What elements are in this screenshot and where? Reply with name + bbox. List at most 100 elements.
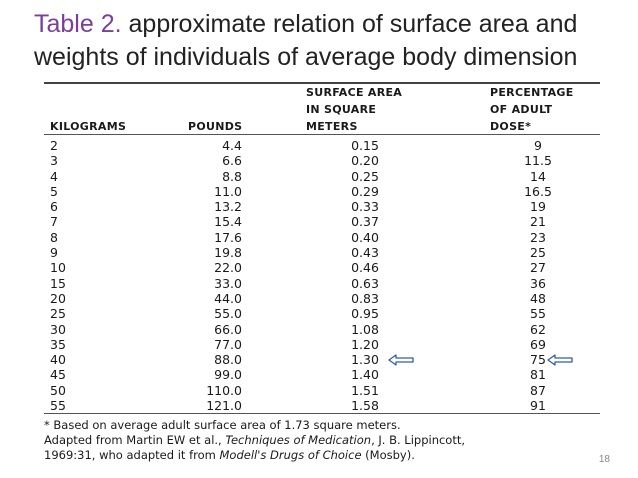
table-bottom-rule xyxy=(44,413,600,414)
cell-kilograms: 6 xyxy=(50,199,58,215)
cell-kilograms: 20 xyxy=(50,290,66,306)
table-row: 15 33.0 0.63 36 xyxy=(44,276,600,291)
cell-surface-area: 0.20 xyxy=(351,153,379,169)
table-number: Table 2. xyxy=(34,10,122,38)
cell-pounds: 33.0 xyxy=(214,275,242,291)
table-row: 30 66.0 1.08 62 xyxy=(44,322,600,337)
cell-pounds: 15.4 xyxy=(214,214,242,230)
title-text: approximate relation of surface area and… xyxy=(34,10,578,71)
header-surface-area: SURFACE AREA IN SQUARE METERS xyxy=(306,86,403,133)
table-row: 35 77.0 1.20 69 xyxy=(44,337,600,352)
cell-kilograms: 25 xyxy=(50,306,66,322)
cell-pounds: 19.8 xyxy=(214,245,242,261)
cell-kilograms: 10 xyxy=(50,260,66,276)
table-row: 4 8.8 0.25 14 xyxy=(44,169,600,184)
cell-pounds: 17.6 xyxy=(214,229,242,245)
cell-pounds: 99.0 xyxy=(214,367,242,383)
header-kilograms: KILOGRAMS xyxy=(50,120,127,133)
cell-pounds: 8.8 xyxy=(222,168,242,184)
cell-surface-area: 1.30 xyxy=(351,352,379,368)
cell-surface-area: 0.25 xyxy=(351,168,379,184)
cell-percentage: 27 xyxy=(530,260,546,276)
cell-pounds: 110.0 xyxy=(206,382,242,398)
footnote: * Based on average adult surface area of… xyxy=(44,418,584,463)
cell-kilograms: 40 xyxy=(50,352,66,368)
cell-pounds: 77.0 xyxy=(214,336,242,352)
table-row: 6 13.2 0.33 19 xyxy=(44,199,600,214)
cell-kilograms: 7 xyxy=(50,214,58,230)
cell-percentage: 75 xyxy=(530,352,546,368)
cell-pounds: 22.0 xyxy=(214,260,242,276)
cell-pounds: 11.0 xyxy=(214,183,242,199)
cell-percentage: 21 xyxy=(530,214,546,230)
cell-surface-area: 1.51 xyxy=(351,382,379,398)
table-row: 20 44.0 0.83 48 xyxy=(44,291,600,306)
header-pounds: POUNDS xyxy=(188,120,243,133)
cell-pounds: 44.0 xyxy=(214,290,242,306)
cell-surface-area: 0.63 xyxy=(351,275,379,291)
footnote-line-3: 1969:31, who adapted it from Modell's Dr… xyxy=(44,448,415,462)
cell-percentage: 9 xyxy=(534,138,542,153)
cell-surface-area: 0.29 xyxy=(351,183,379,199)
table-row: 10 22.0 0.46 27 xyxy=(44,260,600,275)
cell-percentage: 91 xyxy=(530,398,546,414)
cell-pounds: 121.0 xyxy=(206,398,242,414)
cell-kilograms: 50 xyxy=(50,382,66,398)
cell-surface-area: 0.37 xyxy=(351,214,379,230)
cell-surface-area: 1.08 xyxy=(351,321,379,337)
cell-pounds: 66.0 xyxy=(214,321,242,337)
cell-percentage: 16.5 xyxy=(524,183,552,199)
cell-kilograms: 45 xyxy=(50,367,66,383)
cell-percentage: 87 xyxy=(530,382,546,398)
page-number: 18 xyxy=(598,454,610,465)
header-percentage: PERCENTAGE OF ADULT DOSE* xyxy=(490,86,574,133)
cell-percentage: 55 xyxy=(530,306,546,322)
cell-surface-area: 0.83 xyxy=(351,290,379,306)
cell-pounds: 4.4 xyxy=(222,138,242,153)
cell-kilograms: 9 xyxy=(50,245,58,261)
cell-percentage: 19 xyxy=(530,199,546,215)
cell-kilograms: 5 xyxy=(50,183,58,199)
cell-pounds: 88.0 xyxy=(214,352,242,368)
cell-percentage: 81 xyxy=(530,367,546,383)
arrow-left-icon xyxy=(547,354,573,366)
arrow-left-icon xyxy=(388,354,414,366)
cell-percentage: 48 xyxy=(530,290,546,306)
cell-percentage: 25 xyxy=(530,245,546,261)
cell-surface-area: 1.20 xyxy=(351,336,379,352)
table-header-rule xyxy=(44,134,600,135)
table-row: 8 17.6 0.40 23 xyxy=(44,230,600,245)
cell-surface-area: 0.33 xyxy=(351,199,379,215)
table-row: 5 11.0 0.29 16.5 xyxy=(44,184,600,199)
cell-pounds: 6.6 xyxy=(222,153,242,169)
cell-kilograms: 30 xyxy=(50,321,66,337)
table-row: 25 55.0 0.95 55 xyxy=(44,306,600,321)
table-row: 9 19.8 0.43 25 xyxy=(44,245,600,260)
table-row: 2 4.4 0.15 9 xyxy=(44,138,600,153)
cell-pounds: 13.2 xyxy=(214,199,242,215)
table-top-rule xyxy=(44,82,600,84)
table-row: 40 88.0 1.30 75 xyxy=(44,352,600,367)
cell-kilograms: 55 xyxy=(50,398,66,414)
cell-kilograms: 15 xyxy=(50,275,66,291)
cell-percentage: 62 xyxy=(530,321,546,337)
footnote-line-2: Adapted from Martin EW et al., Technique… xyxy=(44,433,466,447)
cell-kilograms: 35 xyxy=(50,336,66,352)
cell-kilograms: 2 xyxy=(50,138,58,153)
cell-kilograms: 3 xyxy=(50,153,58,169)
cell-percentage: 36 xyxy=(530,275,546,291)
cell-percentage: 23 xyxy=(530,229,546,245)
cell-percentage: 14 xyxy=(530,168,546,184)
cell-surface-area: 0.40 xyxy=(351,229,379,245)
slide-title: Table 2. approximate relation of surface… xyxy=(34,8,624,74)
table-row: 55 121.0 1.58 91 xyxy=(44,398,600,413)
cell-surface-area: 0.95 xyxy=(351,306,379,322)
cell-surface-area: 0.15 xyxy=(351,138,379,153)
cell-surface-area: 0.46 xyxy=(351,260,379,276)
footnote-line-1: * Based on average adult surface area of… xyxy=(44,418,401,432)
table-body: 2 4.4 0.15 9 3 6.6 0.20 11.5 4 8.8 0.25 14 5 11.0 0.29… xyxy=(44,138,600,413)
cell-pounds: 55.0 xyxy=(214,306,242,322)
cell-surface-area: 1.58 xyxy=(351,398,379,414)
cell-percentage: 69 xyxy=(530,336,546,352)
cell-kilograms: 4 xyxy=(50,168,58,184)
